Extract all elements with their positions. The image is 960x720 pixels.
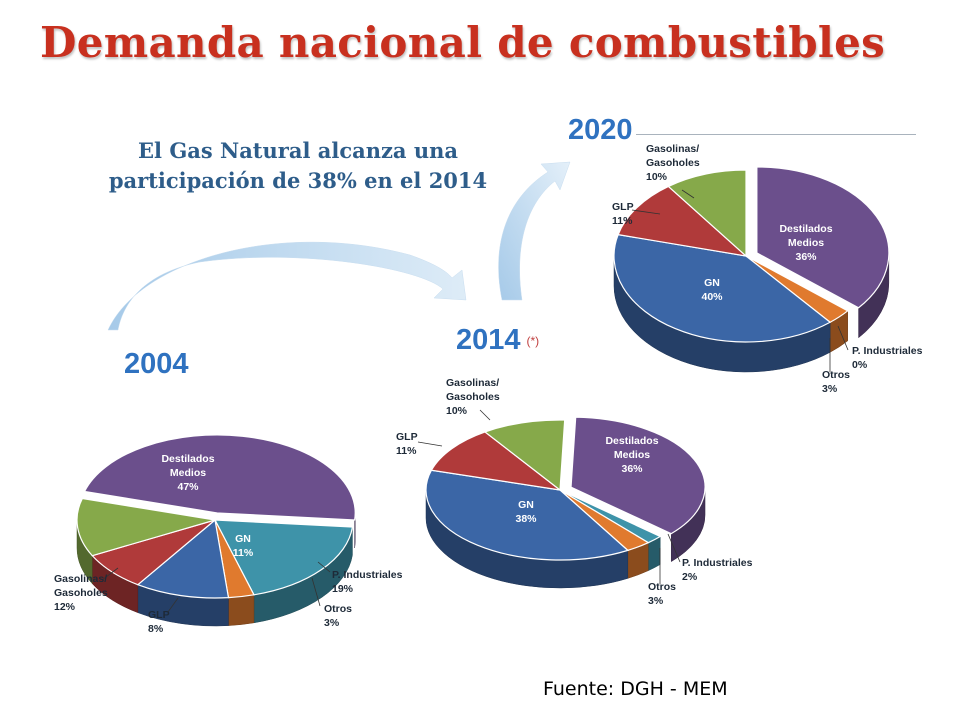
pie-2020: Destilados Medios 36% P. Industriales 0%Otro…	[612, 143, 923, 395]
pie-2004-leader-otros	[311, 577, 321, 607]
pie-2004-label-gn: GN 11%	[233, 533, 254, 559]
pie-2020-leader-glp	[631, 209, 661, 215]
trend-arrows	[107, 161, 571, 331]
pie-2014-label-otros: Otros 3%	[648, 581, 676, 607]
pie-2020-slice-glp	[617, 185, 748, 257]
pie-2014-leader-pind	[667, 533, 681, 563]
pie-2020-label-otros: Otros 3%	[822, 369, 850, 395]
pie-2014-slice-gn	[425, 469, 630, 561]
pie-2014-slice-glp	[430, 431, 563, 491]
year-label-2020: 2020	[568, 114, 633, 146]
source-note: Fuente: DGH - MEM	[543, 678, 728, 700]
pie-2014-slice-destilados	[570, 416, 706, 535]
pie-2004-label-glp: GLP 8%	[148, 609, 170, 635]
pie-2020-leader-pind	[837, 325, 849, 351]
year-label-2004: 2004	[124, 348, 189, 380]
subtitle: El Gas Natural alcanza una participación…	[108, 138, 488, 193]
pie-2004-slice-pind	[213, 519, 354, 596]
pie-2004-label-otros: Otros 3%	[324, 603, 352, 629]
pie-2014-slice-gasolinas	[483, 419, 566, 492]
pie-2014-label-destilados: Destilados Medios 36%	[605, 435, 658, 475]
pie-2020-label-gn: GN 40%	[701, 277, 723, 303]
pie-2014-label-gasolinas: Gasolinas/Gasoholes 10%	[446, 377, 500, 417]
pie-2004: Destilados Medios 47% P. Industriales 19% Otr…	[54, 434, 403, 635]
pie-2004-slice-gn	[136, 518, 230, 599]
pie-2004-label-gasolinas: Gasolinas/Gasoholes 12%	[54, 573, 108, 613]
pie-2014-label-glp: GLP 11%	[396, 431, 418, 457]
pie-2020-label-pind: P. Industriales 0%	[852, 345, 923, 371]
pie-2014-leader-gasolinas	[479, 409, 491, 421]
header-rule	[636, 134, 916, 135]
pie-2004-wall-otros	[228, 594, 255, 626]
pie-2020-slice-gasolinas	[667, 169, 747, 258]
pie-2004-label-destilados: Destilados Medios 47%	[161, 453, 214, 493]
arrow-2014-to-2020	[498, 161, 571, 301]
pie-2014-leader-glp	[417, 441, 443, 447]
pie-2014-walls	[425, 487, 706, 589]
pie-2014-label-gn: GN 38%	[515, 499, 537, 525]
pie-2020-label-gasolinas: Gasolinas/Gasoholes 10%	[646, 143, 700, 183]
pie-2004-slice-destilados	[83, 434, 356, 521]
pie-2004-slice-gasolinas	[76, 497, 216, 557]
pie-2014: Destilados Medios 36% P. Industriales 2%Otro…	[396, 377, 753, 607]
pie-2004-walls	[76, 512, 356, 627]
page-title: Demanda nacional de combustibles	[40, 18, 886, 67]
pie-2004-leader-glp	[167, 597, 179, 613]
year-label-2014: 2014 (*)	[456, 324, 540, 356]
pie-2020-label-destilados: Destilados Medios 36%	[779, 223, 832, 263]
pie-2004-leader-gasolinas	[101, 567, 119, 581]
pie-2004-leader-pind	[317, 561, 331, 573]
arrow-2004-to-2014	[107, 241, 467, 331]
pie-2014-label-pind: P. Industriales 2%	[682, 557, 753, 583]
pie-2004-label-pind: P. Industriales 19%	[332, 569, 403, 595]
pie-2020-leader-gasolinas	[681, 189, 695, 199]
pie-2020-label-glp: GLP 11%	[612, 201, 634, 227]
year-note-2014: (*)	[526, 334, 540, 348]
pie-2020-slice-gn	[613, 233, 832, 343]
pie-2020-slice-destilados	[756, 166, 890, 309]
